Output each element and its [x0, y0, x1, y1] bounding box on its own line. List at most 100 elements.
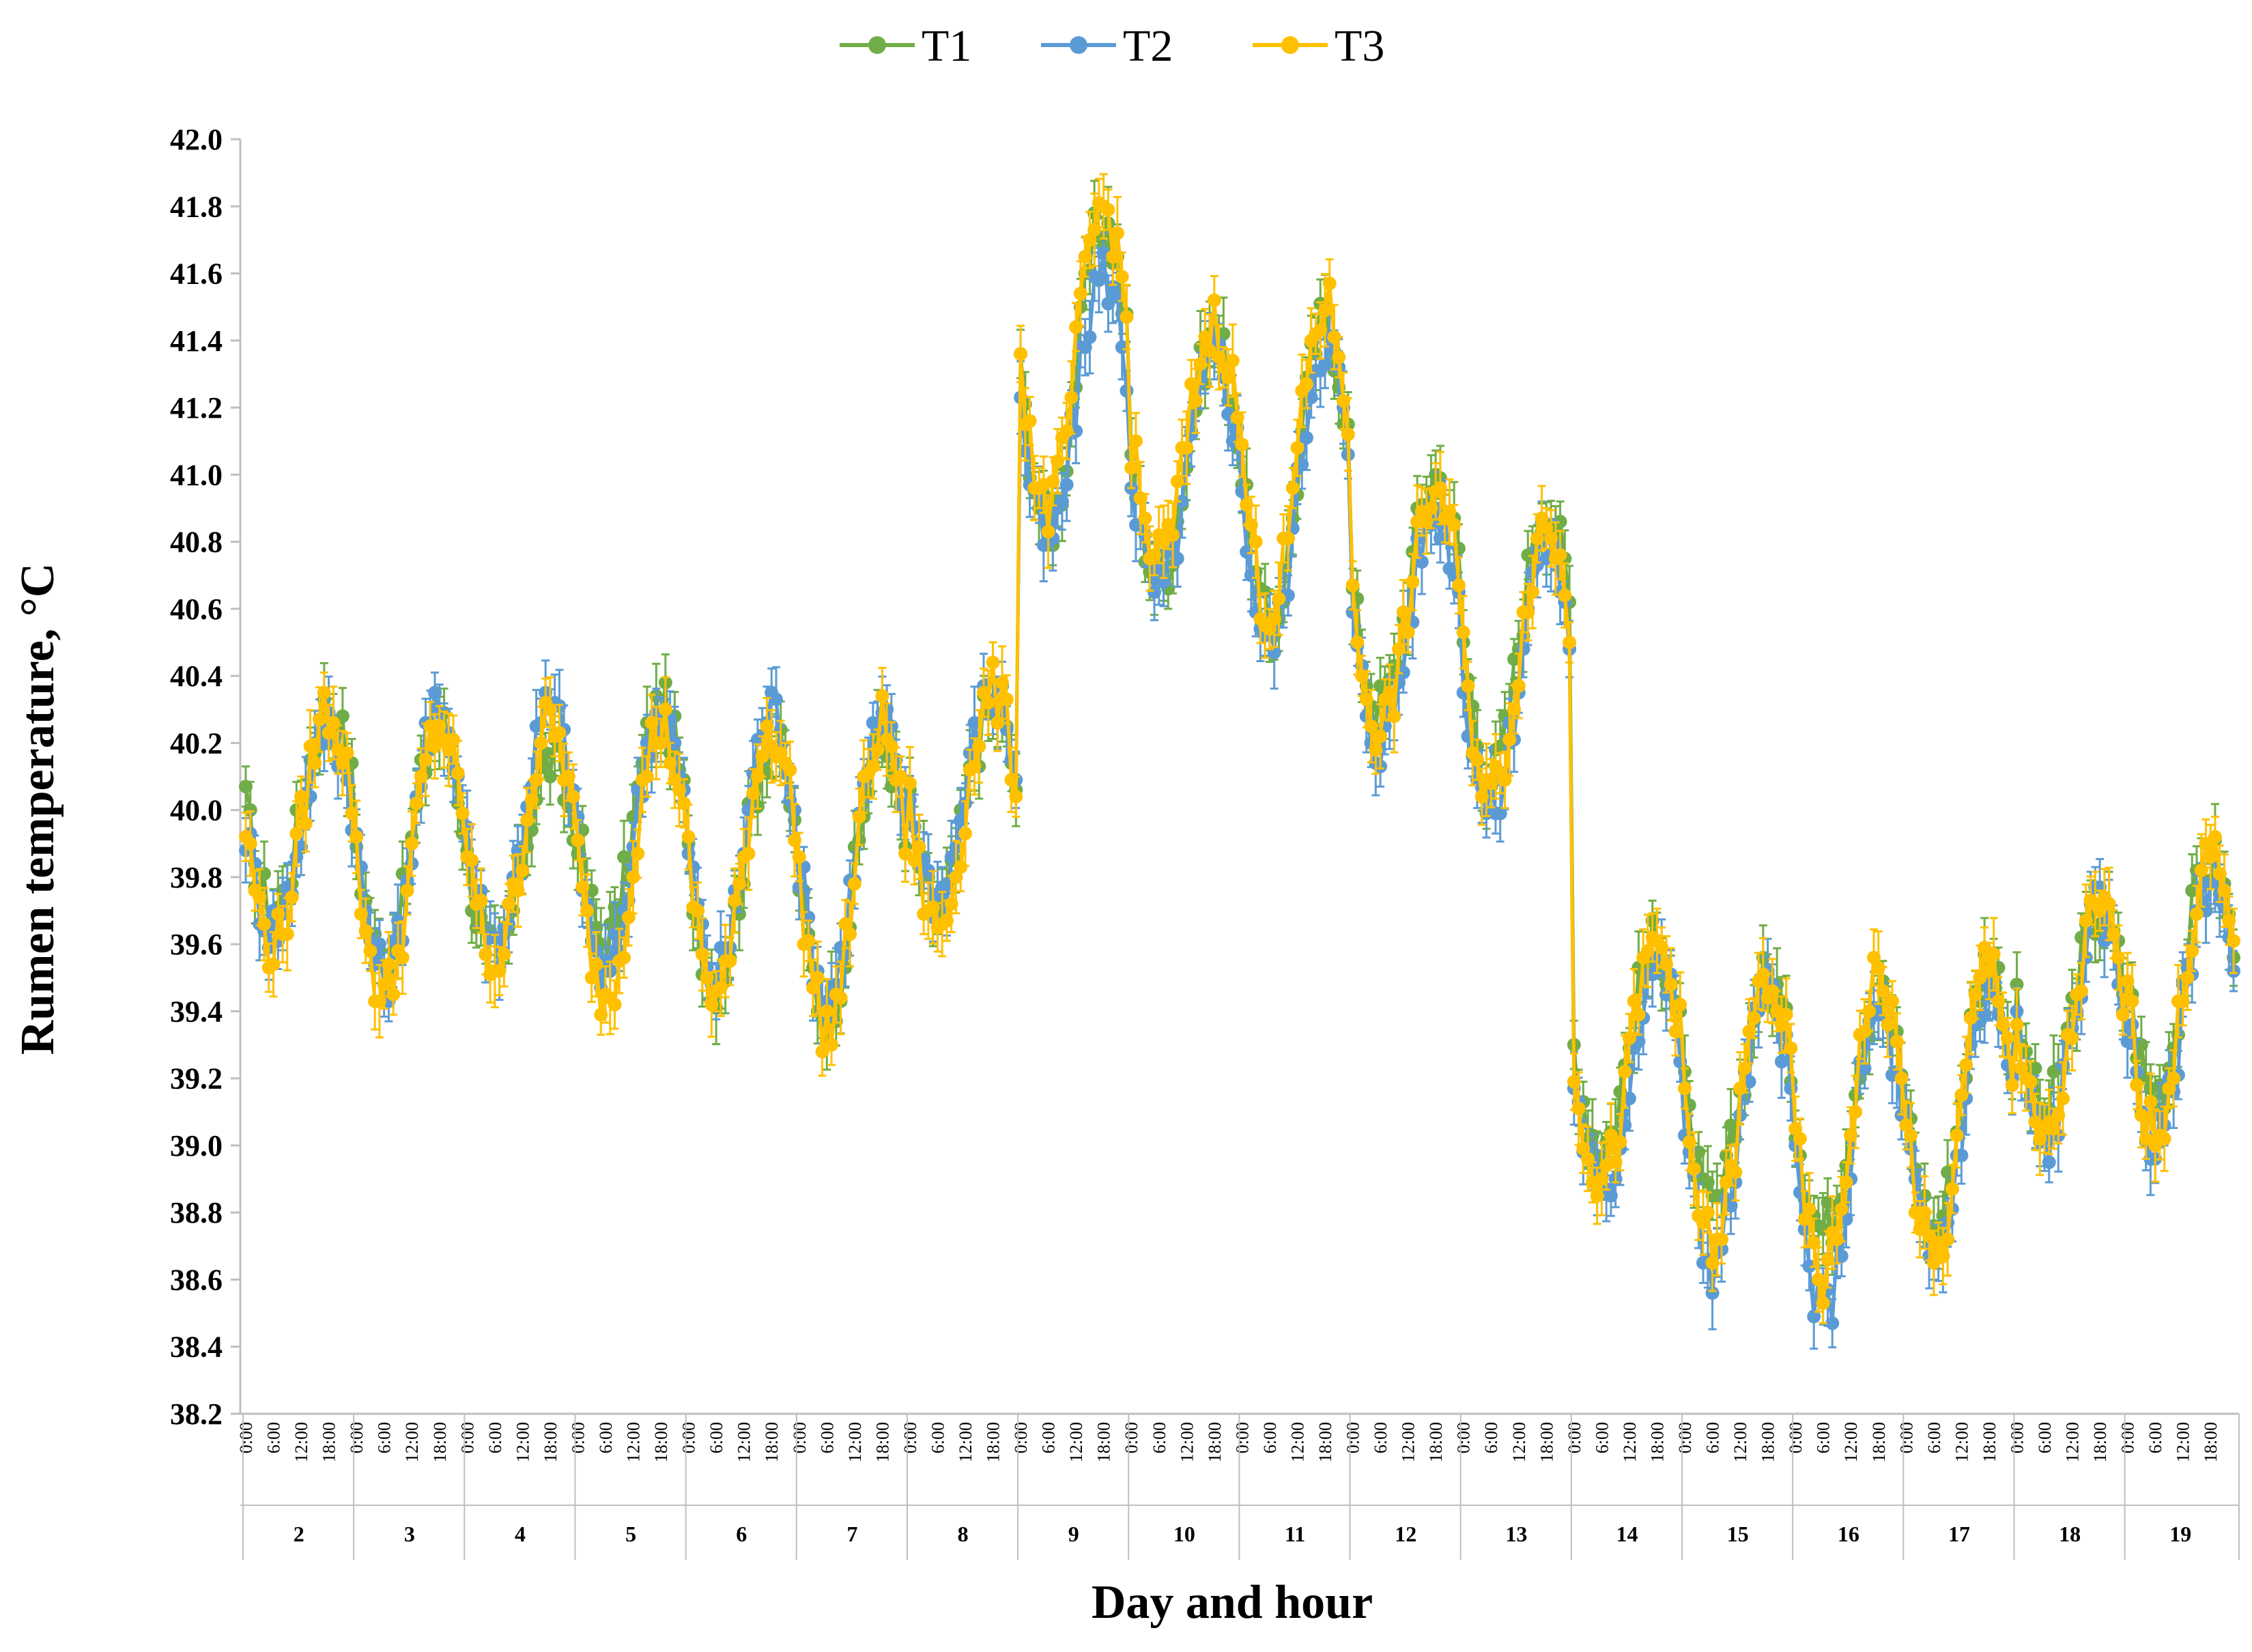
x-tick-label: 0:00: [2007, 1422, 2027, 1453]
x-tick-label: 0:00: [900, 1422, 920, 1453]
x-tick-label: 12:00: [1620, 1422, 1640, 1462]
data-point: [414, 770, 428, 784]
legend-marker: [1070, 36, 1087, 54]
day-label: 7: [846, 1522, 857, 1546]
x-tick-label: 12:00: [1509, 1422, 1529, 1462]
data-point: [502, 897, 515, 911]
x-tick-label: 18:00: [1315, 1422, 1335, 1462]
day-label: 16: [1838, 1522, 1859, 1546]
x-tick-label: 12:00: [624, 1422, 644, 1462]
plot-area: [239, 174, 2240, 1349]
data-point: [433, 720, 446, 733]
x-tick-label: 6:00: [1371, 1422, 1391, 1453]
y-axis: 38.238.438.638.839.039.239.439.639.840.0…: [170, 123, 240, 1431]
x-tick-label: 12:00: [956, 1422, 975, 1462]
x-tick-label: 12:00: [845, 1422, 865, 1462]
data-point: [257, 917, 271, 931]
x-tick-label: 18:00: [319, 1422, 339, 1462]
data-point: [271, 907, 285, 921]
y-tick-label: 38.2: [170, 1397, 223, 1431]
data-point: [289, 827, 303, 840]
legend-label: T1: [922, 21, 971, 71]
data-point: [281, 927, 294, 941]
x-tick-label: 12:00: [1399, 1422, 1419, 1462]
x-tick-label: 18:00: [872, 1422, 892, 1462]
data-point: [400, 884, 414, 898]
x-tick-label: 0:00: [1896, 1422, 1916, 1453]
x-tick-label: 18:00: [1647, 1422, 1667, 1462]
legend-marker: [1281, 36, 1299, 54]
data-point: [267, 958, 281, 971]
data-point: [543, 770, 557, 784]
y-tick-label: 38.6: [170, 1263, 223, 1296]
day-label: 14: [1616, 1522, 1638, 1546]
x-tick-label: 6:00: [1703, 1422, 1723, 1453]
data-point: [525, 793, 539, 807]
x-tick-label: 12:00: [513, 1422, 532, 1462]
x-tick-label: 0:00: [1011, 1422, 1031, 1453]
x-tick-label: 6:00: [707, 1422, 726, 1453]
day-label: 3: [404, 1522, 415, 1546]
legend-entry-T1: T1: [840, 21, 971, 71]
x-tick-label: 6:00: [485, 1422, 505, 1453]
data-point: [326, 716, 340, 730]
data-point: [1701, 1176, 1715, 1189]
x-tick-label: 6:00: [2035, 1422, 2055, 1453]
data-point: [317, 686, 331, 700]
data-point: [2042, 1156, 2056, 1169]
data-point: [1060, 478, 1074, 492]
data-point: [562, 770, 575, 784]
x-tick-label: 0:00: [2118, 1422, 2138, 1453]
data-point: [543, 702, 557, 716]
data-point: [304, 739, 317, 753]
x-tick-label: 6:00: [928, 1422, 947, 1453]
x-tick-label: 0:00: [1343, 1422, 1363, 1453]
y-tick-label: 42.0: [170, 123, 223, 156]
data-point: [350, 830, 363, 844]
x-tick-label: 6:00: [817, 1422, 837, 1453]
day-label: 15: [1727, 1522, 1749, 1546]
x-tick-label: 6:00: [1592, 1422, 1612, 1453]
data-point: [239, 780, 253, 793]
x-tick-label: 18:00: [1980, 1422, 1999, 1462]
y-tick-label: 39.0: [170, 1129, 223, 1163]
data-point: [552, 726, 566, 740]
data-point: [405, 837, 418, 851]
y-tick-label: 39.2: [170, 1062, 223, 1096]
x-tick-label: 0:00: [236, 1422, 256, 1453]
data-point: [285, 890, 299, 904]
data-point: [382, 958, 395, 971]
y-tick-label: 40.0: [170, 794, 223, 827]
x-tick-label: 6:00: [1481, 1422, 1501, 1453]
data-point: [377, 978, 391, 991]
x-tick-label: 18:00: [762, 1422, 782, 1462]
x-tick-label: 12:00: [2173, 1422, 2193, 1462]
x-tick-label: 12:00: [402, 1422, 422, 1462]
data-point: [769, 692, 783, 706]
x-tick-label: 0:00: [1786, 1422, 1806, 1453]
x-tick-label: 0:00: [790, 1422, 810, 1453]
series-T3: [239, 174, 2240, 1323]
x-tick-label: 12:00: [291, 1422, 311, 1462]
data-point: [386, 988, 400, 1001]
y-tick-label: 39.4: [170, 995, 223, 1028]
data-point: [451, 767, 465, 780]
data-point: [341, 746, 354, 760]
data-point: [511, 884, 525, 898]
x-tick-label: 18:00: [1537, 1422, 1556, 1462]
x-tick-label: 6:00: [1924, 1422, 1944, 1453]
y-tick-label: 39.6: [170, 928, 223, 961]
legend-entry-T2: T2: [1041, 21, 1173, 71]
day-label: 5: [625, 1522, 636, 1546]
data-point: [474, 894, 488, 907]
x-tick-label: 18:00: [1869, 1422, 1889, 1462]
data-point: [530, 773, 543, 786]
data-point: [428, 686, 442, 700]
x-tick-label: 0:00: [347, 1422, 367, 1453]
y-tick-label: 41.8: [170, 190, 223, 223]
y-tick-label: 38.8: [170, 1196, 223, 1229]
data-point: [456, 807, 470, 821]
data-point: [1055, 495, 1069, 509]
